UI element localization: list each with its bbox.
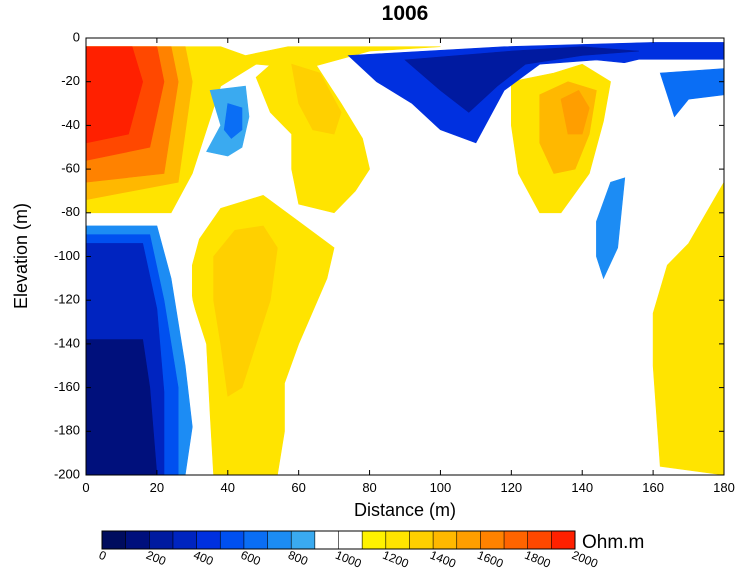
x-tick-label: 20 — [150, 480, 164, 495]
colorbar-tick-label: 400 — [191, 548, 215, 569]
y-axis: 0 -20 -40 -60 -80 -100 -120 -140 -160 -180 -200 — [54, 29, 724, 481]
x-tick-label: 100 — [430, 480, 452, 495]
colorbar-segment — [456, 531, 481, 549]
colorbar-tick-label: 600 — [239, 548, 263, 569]
x-tick-label: 180 — [713, 480, 735, 495]
x-axis-label: Distance (m) — [354, 500, 456, 520]
colorbar-segment — [504, 531, 528, 549]
colorbar-frame — [101, 530, 576, 550]
contour-zone-100 — [86, 339, 158, 475]
colorbar-segment — [338, 531, 363, 549]
x-tick-label: 80 — [362, 480, 376, 495]
contour-zone-1500 — [560, 90, 590, 135]
x-tick-label: 140 — [571, 480, 593, 495]
contour-zones — [86, 42, 724, 475]
x-tick-label: 40 — [221, 480, 235, 495]
colorbar-segment — [409, 531, 434, 549]
colorbar-segment — [551, 531, 576, 549]
y-tick-label: -160 — [54, 379, 80, 394]
contour-zone-1200 — [255, 55, 370, 214]
x-tick-label: 120 — [500, 480, 522, 495]
contour-zone-1200 — [652, 181, 724, 475]
y-tick-label: -180 — [54, 423, 80, 438]
contour-zone-600 — [223, 103, 243, 139]
x-tick-label: 0 — [82, 480, 89, 495]
colorbar-tick-label: 200 — [144, 548, 168, 569]
y-tick-label: -40 — [61, 117, 80, 132]
contour-zone-700 — [596, 177, 626, 280]
contour-zone-200 — [404, 46, 639, 113]
y-tick-label: -200 — [54, 466, 80, 481]
x-axis: 0 20 40 60 80 100 120 140 160 180 — [82, 38, 735, 495]
colorbar-tick-label: 800 — [286, 548, 310, 569]
colorbar-tick-label: 1800 — [523, 548, 553, 571]
contour-zone-1300 — [213, 225, 278, 397]
colorbar-unit-label: Ohm.m — [582, 532, 644, 553]
colorbar-segment — [243, 531, 268, 549]
colorbar-tick-label: 1000 — [333, 548, 363, 571]
chart-title: 1006 — [381, 2, 429, 25]
contour-zone-900 — [333, 304, 455, 475]
colorbar-segment — [196, 531, 221, 549]
y-axis-label: Elevation (m) — [11, 203, 31, 309]
colorbar-tick-label: 1600 — [475, 548, 505, 571]
y-tick-label: -20 — [61, 73, 80, 88]
y-tick-label: -60 — [61, 161, 80, 176]
colorbar-segment — [314, 531, 339, 549]
y-tick-label: -80 — [61, 204, 80, 219]
colorbar-segment — [480, 531, 505, 549]
colorbar-segment — [385, 531, 410, 549]
colorbar-segment — [102, 531, 126, 549]
y-tick-label: 0 — [73, 29, 80, 44]
y-tick-label: -100 — [54, 248, 80, 263]
colorbar-segment — [149, 531, 174, 549]
colorbar-segment — [433, 531, 458, 549]
colorbar-segment — [291, 531, 316, 549]
colorbar-tick-label: 0 — [97, 548, 109, 564]
colorbar-segment — [125, 531, 150, 549]
colorbar: 0 200 400 600 800 1000 1200 1400 1600 1800 2000 — [97, 530, 600, 571]
contour-zone-600 — [659, 68, 724, 118]
y-tick-label: -140 — [54, 335, 80, 350]
colorbar-segment — [527, 531, 552, 549]
colorbar-segment — [362, 531, 387, 549]
colorbar-segment — [267, 531, 292, 549]
contour-zone-1950 — [86, 46, 144, 144]
colorbar-tick-label: 1200 — [381, 548, 411, 571]
x-tick-label: 60 — [291, 480, 305, 495]
y-tick-label: -120 — [54, 292, 80, 307]
colorbar-segment — [172, 531, 197, 549]
colorbar-segment — [220, 531, 245, 549]
contour-zone-1300 — [291, 63, 342, 135]
x-tick-label: 160 — [642, 480, 664, 495]
colorbar-tick-label: 1400 — [428, 548, 458, 571]
